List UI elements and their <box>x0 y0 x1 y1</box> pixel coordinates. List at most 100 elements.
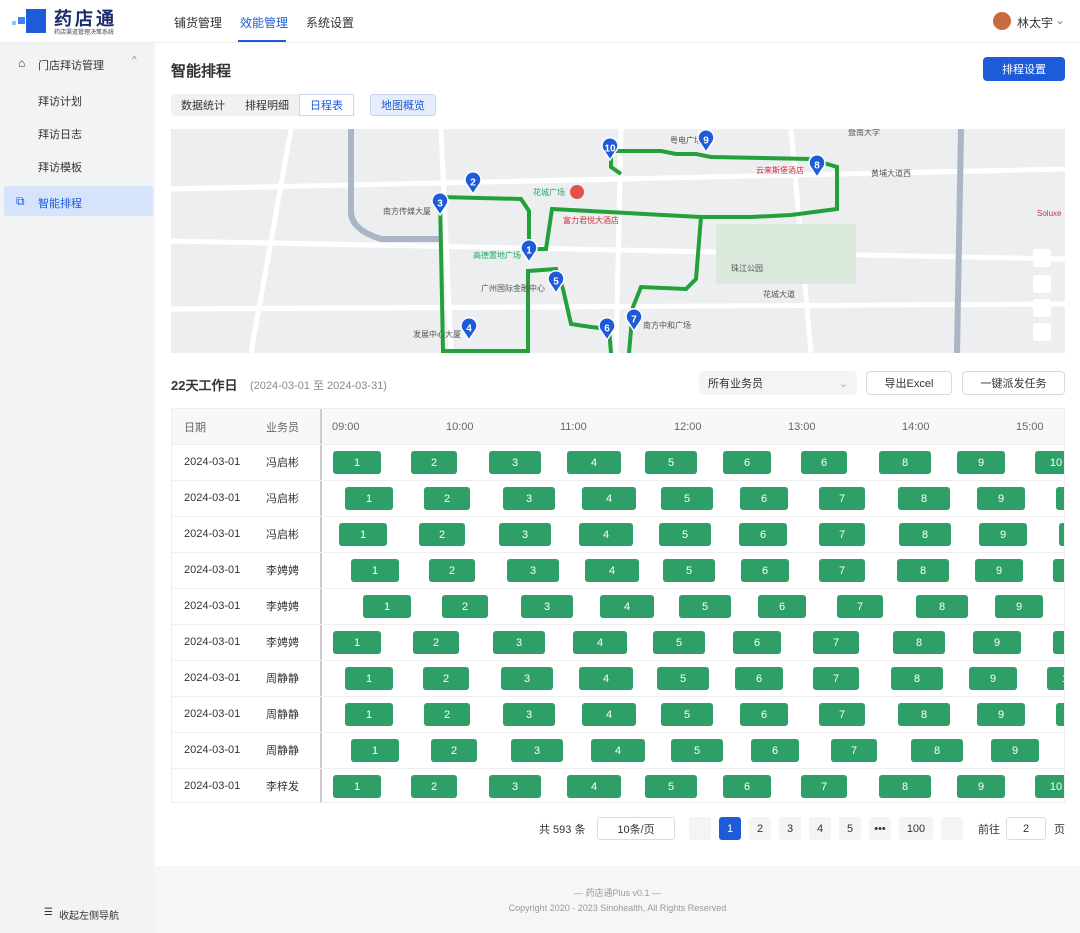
visit-block[interactable]: 7 <box>819 523 865 546</box>
visit-block[interactable]: 7 <box>831 739 877 762</box>
visit-block[interactable]: 7 <box>813 667 859 690</box>
visit-block[interactable]: 10 <box>1056 703 1064 726</box>
map-pin[interactable] <box>625 307 643 333</box>
tab-active[interactable]: 日程表 <box>299 94 354 116</box>
visit-block[interactable]: 6 <box>740 487 788 510</box>
visit-block[interactable]: 6 <box>740 703 788 726</box>
visit-block[interactable]: 2 <box>429 559 475 582</box>
visit-block[interactable]: 9 <box>995 595 1043 618</box>
visit-block[interactable]: 8 <box>879 775 931 798</box>
visit-block[interactable]: 5 <box>657 667 709 690</box>
visit-block[interactable]: 3 <box>499 523 551 546</box>
visit-block[interactable]: 3 <box>489 451 541 474</box>
page-number[interactable]: 100 <box>899 817 933 840</box>
page-size[interactable]: 10条/页 <box>597 817 675 840</box>
visit-block[interactable]: 8 <box>893 631 945 654</box>
visit-block[interactable]: 7 <box>819 703 865 726</box>
visit-block[interactable]: 5 <box>679 595 731 618</box>
visit-block[interactable]: 2 <box>419 523 465 546</box>
visit-block[interactable]: 1 <box>351 559 399 582</box>
visit-block[interactable]: 3 <box>501 667 553 690</box>
collapse-arrow[interactable]: ^ <box>132 55 137 66</box>
next-page[interactable] <box>941 817 963 840</box>
visit-block[interactable]: 3 <box>503 487 555 510</box>
visit-block[interactable]: 4 <box>600 595 654 618</box>
menu-item[interactable]: 拜访模板 <box>38 162 82 174</box>
prev-page[interactable] <box>689 817 711 840</box>
visit-block[interactable]: 5 <box>645 775 697 798</box>
map-pin[interactable] <box>601 136 619 162</box>
visit-block[interactable]: 2 <box>411 451 457 474</box>
avatar[interactable] <box>993 12 1011 30</box>
goto-input[interactable]: 2 <box>1006 817 1046 840</box>
visit-block[interactable]: 4 <box>591 739 645 762</box>
map-pin[interactable] <box>547 269 565 295</box>
map-pin[interactable] <box>808 153 826 179</box>
visit-block[interactable]: 6 <box>739 523 787 546</box>
visit-block[interactable]: 4 <box>582 487 636 510</box>
visit-block[interactable]: 2 <box>424 487 470 510</box>
visit-block[interactable]: 7 <box>813 631 859 654</box>
page-number[interactable]: 1 <box>719 817 741 840</box>
page-number[interactable]: 4 <box>809 817 831 840</box>
visit-block[interactable]: 9 <box>973 631 1021 654</box>
visit-block[interactable]: 5 <box>659 523 711 546</box>
visit-block[interactable]: 2 <box>424 703 470 726</box>
menu-item-active[interactable]: 智能排程 <box>38 198 82 210</box>
visit-block[interactable]: 9 <box>991 739 1039 762</box>
dispatch-button[interactable]: 一键派发任务 <box>962 371 1065 395</box>
map-pin[interactable] <box>431 191 449 217</box>
fullscreen-button[interactable] <box>1033 249 1051 267</box>
visit-block[interactable]: 10 <box>1035 451 1064 474</box>
page-number[interactable]: 3 <box>779 817 801 840</box>
visit-block[interactable]: 2 <box>411 775 457 798</box>
visit-block[interactable]: 5 <box>663 559 715 582</box>
visit-block[interactable]: 5 <box>661 487 713 510</box>
visit-block[interactable]: 3 <box>493 631 545 654</box>
visit-block[interactable]: 10 <box>1059 523 1064 546</box>
visit-block[interactable]: 3 <box>511 739 563 762</box>
visit-block[interactable]: 8 <box>916 595 968 618</box>
visit-block[interactable]: 9 <box>977 487 1025 510</box>
visit-block[interactable]: 10 <box>1056 487 1064 510</box>
visit-block[interactable]: 10 <box>1053 631 1064 654</box>
visit-block[interactable]: 5 <box>645 451 697 474</box>
visit-block[interactable]: 9 <box>977 703 1025 726</box>
visit-block[interactable]: 9 <box>969 667 1017 690</box>
visit-block[interactable]: 6 <box>758 595 806 618</box>
visit-block[interactable]: 1 <box>333 775 381 798</box>
visit-block[interactable]: 8 <box>898 487 950 510</box>
visit-block[interactable]: 8 <box>891 667 943 690</box>
visit-block[interactable]: 9 <box>975 559 1023 582</box>
visit-block[interactable]: 3 <box>507 559 559 582</box>
visit-block[interactable]: 4 <box>573 631 627 654</box>
visit-block[interactable]: 5 <box>671 739 723 762</box>
visit-block[interactable]: 4 <box>585 559 639 582</box>
map-tab[interactable]: 地图概览 <box>370 94 436 116</box>
visit-block[interactable]: 1 <box>351 739 399 762</box>
visit-block[interactable]: 7 <box>819 487 865 510</box>
visit-block[interactable]: 8 <box>898 703 950 726</box>
page-number[interactable]: ••• <box>869 817 891 840</box>
map-pin[interactable] <box>464 170 482 196</box>
tab[interactable]: 排程明细 <box>245 100 289 112</box>
visit-block[interactable]: 4 <box>567 451 621 474</box>
visit-block[interactable]: 2 <box>431 739 477 762</box>
settings-button[interactable]: 排程设置 <box>983 57 1065 81</box>
visit-block[interactable]: 6 <box>751 739 799 762</box>
visit-block[interactable]: 5 <box>661 703 713 726</box>
zoom-out[interactable] <box>1033 323 1051 341</box>
visit-block[interactable]: 6 <box>741 559 789 582</box>
nav-item[interactable]: 效能管理 <box>240 16 289 30</box>
locate[interactable] <box>1033 299 1051 317</box>
visit-block[interactable]: 3 <box>521 595 573 618</box>
visit-block[interactable]: 4 <box>582 703 636 726</box>
visit-block[interactable]: 7 <box>819 559 865 582</box>
visit-block[interactable]: 6 <box>723 451 771 474</box>
visit-block[interactable]: 1 <box>333 631 381 654</box>
map-pin[interactable] <box>520 238 538 264</box>
visit-block[interactable]: 9 <box>957 451 1005 474</box>
menu-item[interactable]: 拜访日志 <box>38 129 82 141</box>
visit-block[interactable]: 1 <box>339 523 387 546</box>
